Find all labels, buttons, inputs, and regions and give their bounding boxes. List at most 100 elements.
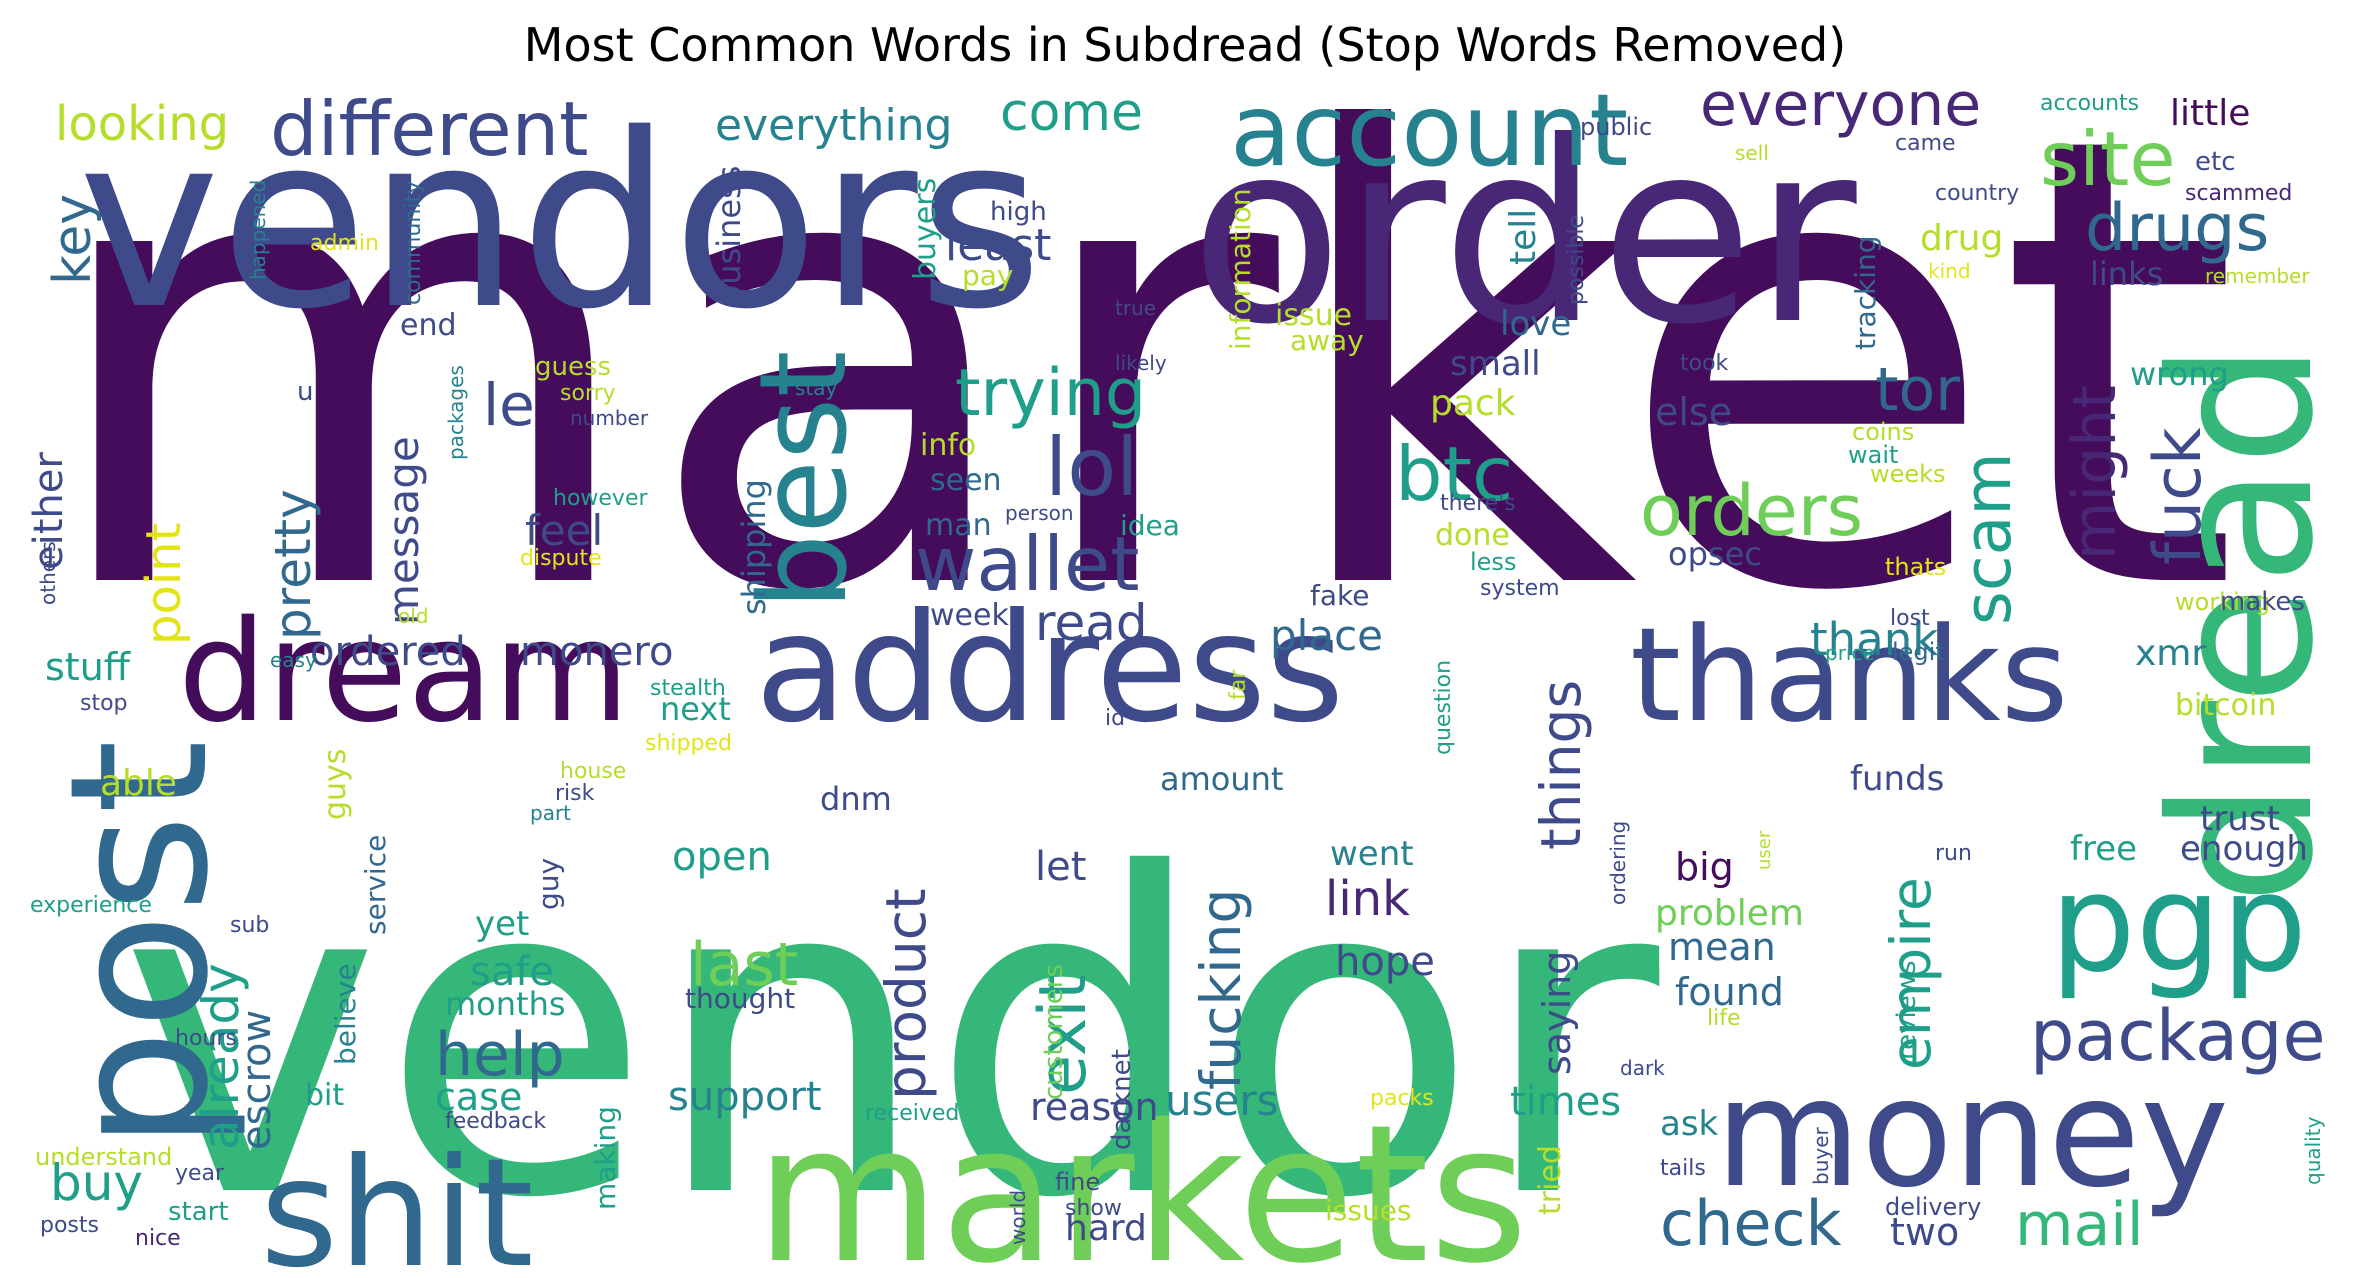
word-orders: orders: [1640, 470, 1863, 552]
word-wait: wait: [1848, 441, 1898, 469]
word-come: come: [1000, 83, 1143, 143]
word-hard: hard: [1065, 1208, 1147, 1249]
word-etc: etc: [2195, 147, 2236, 177]
word-product: product: [874, 888, 938, 1100]
word-times: times: [1510, 1079, 1621, 1125]
word-information: information: [1224, 188, 1257, 350]
word-site: site: [2040, 115, 2175, 203]
word-thats: thats: [1885, 553, 1946, 581]
word-market: market: [40, 6, 2240, 727]
word-fuck: fuck: [2141, 427, 2216, 565]
word-order: order: [1190, 88, 1857, 379]
word-monero: monero: [520, 629, 673, 675]
word-kind: kind: [1928, 259, 1971, 283]
word-old: old: [398, 604, 429, 628]
word-business: business: [710, 166, 748, 305]
word-life: life: [1707, 1006, 1741, 1031]
word-issue: issue: [1275, 298, 1352, 333]
word-community: community: [401, 181, 426, 305]
word-posts: posts: [40, 1213, 99, 1238]
word-scammed: scammed: [2185, 181, 2292, 206]
word-fucking: fucking: [1189, 889, 1253, 1090]
word-far: far: [1226, 669, 1251, 700]
word-done: done: [1435, 518, 1510, 553]
word-dispute: dispute: [520, 546, 602, 571]
word-question: question: [1431, 660, 1456, 755]
word-funds: funds: [1850, 759, 1944, 799]
word-pgp: pgp: [2050, 845, 2307, 1002]
word-different: different: [270, 85, 589, 173]
word-problem: problem: [1655, 893, 1804, 934]
word-read: read: [1035, 594, 1148, 652]
word-let: let: [1035, 844, 1086, 890]
word-dread: dread: [2129, 342, 2356, 905]
word-away: away: [1290, 324, 1364, 357]
word-opsec: opsec: [1668, 535, 1762, 573]
word-end: end: [400, 308, 457, 343]
word-info: info: [920, 428, 976, 463]
word-might: might: [2060, 385, 2130, 560]
word-feedback: feedback: [445, 1109, 546, 1134]
word-reason: reason: [1030, 1085, 1159, 1129]
word-happened: happened: [246, 180, 270, 280]
word-mail: mail: [2015, 1190, 2144, 1260]
word-found: found: [1675, 970, 1784, 1014]
word-love: love: [1500, 304, 1571, 344]
word-true: true: [1115, 296, 1156, 320]
word-issues: issues: [1325, 1194, 1412, 1227]
word-dnm: dnm: [820, 780, 892, 818]
word-wrong: wrong: [2130, 355, 2229, 393]
word-message: message: [379, 436, 428, 625]
word-reviews: reviews: [1892, 960, 1922, 1060]
word-place: place: [1270, 611, 1383, 660]
word-address: address: [755, 582, 1344, 756]
word-fine: fine: [1055, 1168, 1100, 1196]
word-coins: coins: [1852, 418, 1914, 446]
word-person: person: [1005, 501, 1074, 525]
word-sell: sell: [1735, 141, 1769, 165]
word-possible: possible: [1564, 215, 1589, 305]
word-delivery: delivery: [1885, 1193, 1981, 1221]
word-price: price: [1825, 641, 1875, 665]
word-able: able: [100, 763, 177, 804]
word-least: least: [945, 220, 1051, 271]
word-tor: tor: [1875, 355, 1960, 425]
word-everything: everything: [715, 100, 953, 151]
word-working: working: [2175, 588, 2270, 616]
word-user: user: [1754, 830, 1775, 870]
word-tails: tails: [1660, 1156, 1706, 1181]
word-btc: btc: [1395, 430, 1513, 518]
word-bitcoin: bitcoin: [2175, 688, 2276, 723]
word-money: money: [1715, 1047, 2229, 1221]
word-weeks: weeks: [1870, 460, 1946, 488]
word-admin: admin: [310, 231, 379, 256]
word-id: id: [1105, 706, 1125, 731]
word-stop: stop: [80, 691, 128, 716]
word-lol: lol: [1045, 421, 1138, 514]
word-legit: legit: [1892, 638, 1945, 666]
word-came: came: [1895, 131, 1956, 156]
word-part: part: [530, 801, 571, 825]
word-vendors: vendors: [78, 82, 1043, 362]
word-xmr: xmr: [2135, 633, 2206, 674]
word-dark: dark: [1620, 1056, 1665, 1080]
word-stay: stay: [795, 376, 838, 400]
word-check: check: [1660, 1187, 1842, 1260]
word-shipping: shipping: [735, 479, 773, 615]
word-next: next: [660, 690, 731, 728]
word-enough: enough: [2180, 829, 2308, 869]
word-months: months: [445, 985, 566, 1023]
word-feel: feel: [525, 506, 603, 555]
word-less: less: [1470, 548, 1516, 576]
word-thought: thought: [685, 982, 795, 1015]
word-else: else: [1655, 390, 1732, 434]
word-customers: customers: [1039, 964, 1069, 1100]
word-tried: tried: [1533, 1145, 1568, 1215]
word-open: open: [672, 834, 772, 880]
word-thank: thank: [1810, 613, 1938, 666]
word-scam: scam: [1951, 452, 2026, 625]
word-remember: remember: [2205, 264, 2310, 288]
word-makes: makes: [2220, 587, 2305, 617]
word-exit: exit: [1026, 974, 1101, 1095]
